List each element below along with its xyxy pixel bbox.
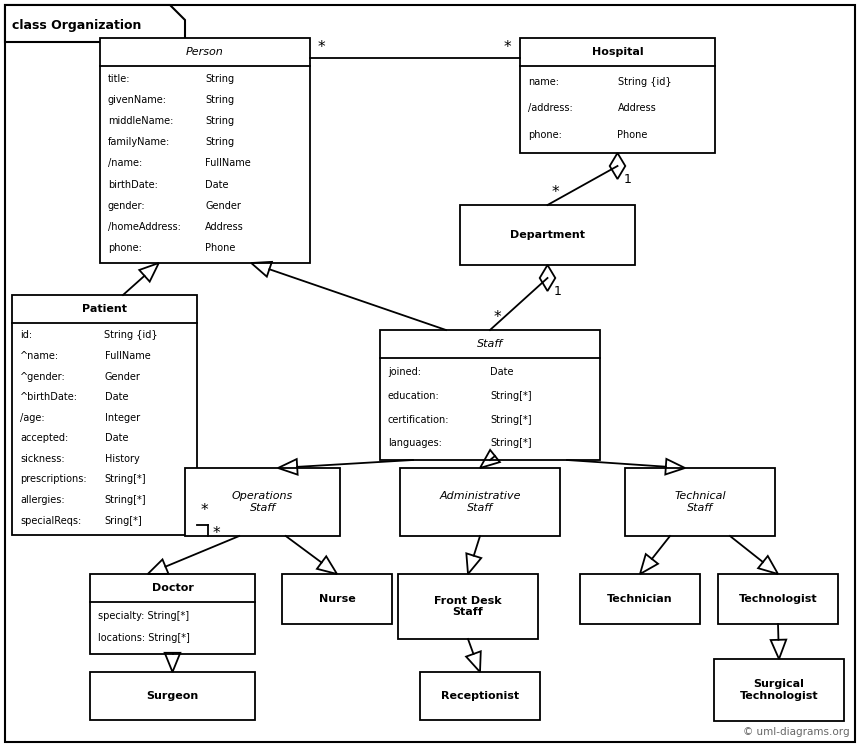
Text: specialty: String[*]: specialty: String[*]	[98, 610, 189, 621]
Text: Front Desk
Staff: Front Desk Staff	[434, 595, 502, 617]
Text: /homeAddress:: /homeAddress:	[108, 222, 181, 232]
Text: Date: Date	[105, 433, 128, 443]
Bar	[460, 205, 635, 265]
Text: accepted:: accepted:	[20, 433, 68, 443]
Text: Patient: Patient	[82, 304, 127, 314]
Text: familyName:: familyName:	[108, 137, 170, 147]
Text: *: *	[212, 526, 220, 541]
Text: /address:: /address:	[528, 103, 573, 114]
Bar	[714, 659, 844, 721]
Polygon shape	[610, 153, 625, 179]
Text: Doctor: Doctor	[151, 583, 194, 593]
Text: Operations
Staff: Operations Staff	[232, 492, 293, 512]
Text: /age:: /age:	[20, 412, 45, 423]
Text: Administrative
Staff: Administrative Staff	[439, 492, 521, 512]
Text: Person: Person	[186, 47, 224, 57]
Text: String[*]: String[*]	[490, 415, 531, 425]
Text: String[*]: String[*]	[105, 495, 146, 505]
Text: FullName: FullName	[205, 158, 251, 168]
Text: *: *	[504, 40, 512, 55]
Text: Staff: Staff	[477, 339, 503, 349]
Bar	[400, 468, 560, 536]
Text: phone:: phone:	[108, 244, 142, 253]
Polygon shape	[540, 265, 556, 291]
Text: ^gender:: ^gender:	[20, 371, 65, 382]
Bar	[580, 574, 700, 624]
Bar	[718, 574, 838, 624]
Text: id:: id:	[20, 330, 32, 341]
Text: History: History	[105, 454, 139, 464]
Text: Date: Date	[490, 368, 513, 377]
Text: middleName:: middleName:	[108, 116, 174, 126]
Text: *: *	[201, 503, 209, 518]
Bar	[100, 38, 310, 263]
Text: Date: Date	[205, 179, 229, 190]
Text: languages:: languages:	[388, 438, 442, 448]
Text: String: String	[205, 116, 234, 126]
Text: String: String	[205, 74, 234, 84]
Bar	[520, 38, 715, 153]
Bar	[282, 574, 392, 624]
Text: String[*]: String[*]	[490, 438, 531, 448]
Text: ^birthDate:: ^birthDate:	[20, 392, 78, 402]
Text: Technician: Technician	[607, 594, 673, 604]
Text: *: *	[318, 40, 326, 55]
Bar	[625, 468, 775, 536]
Text: Phone: Phone	[205, 244, 236, 253]
Text: Gender: Gender	[205, 201, 241, 211]
Text: *: *	[551, 185, 559, 200]
Text: Date: Date	[105, 392, 128, 402]
Bar	[398, 574, 538, 639]
Bar	[90, 672, 255, 720]
Text: joined:: joined:	[388, 368, 421, 377]
Text: Hospital: Hospital	[592, 47, 643, 57]
Text: FullName: FullName	[105, 351, 150, 361]
Text: Receptionist: Receptionist	[441, 691, 519, 701]
Text: title:: title:	[108, 74, 131, 84]
Text: givenName:: givenName:	[108, 95, 167, 105]
Text: Technical
Staff: Technical Staff	[674, 492, 726, 512]
Text: String: String	[205, 137, 234, 147]
Bar	[380, 330, 600, 460]
Text: Phone: Phone	[617, 129, 648, 140]
Text: locations: String[*]: locations: String[*]	[98, 633, 190, 643]
Text: Nurse: Nurse	[318, 594, 355, 604]
Text: String[*]: String[*]	[490, 391, 531, 401]
Text: © uml-diagrams.org: © uml-diagrams.org	[743, 727, 850, 737]
Text: sickness:: sickness:	[20, 454, 64, 464]
Text: String {id}: String {id}	[617, 77, 671, 87]
Text: String[*]: String[*]	[105, 474, 146, 484]
Text: certification:: certification:	[388, 415, 450, 425]
Text: allergies:: allergies:	[20, 495, 64, 505]
Text: 1: 1	[554, 285, 562, 298]
Text: Address: Address	[205, 222, 243, 232]
Text: Surgeon: Surgeon	[146, 691, 199, 701]
Text: birthDate:: birthDate:	[108, 179, 158, 190]
Text: prescriptions:: prescriptions:	[20, 474, 87, 484]
Text: *: *	[494, 310, 501, 325]
Text: Sring[*]: Sring[*]	[105, 515, 142, 526]
Text: Surgical
Technologist: Surgical Technologist	[740, 679, 819, 701]
Text: Gender: Gender	[105, 371, 140, 382]
Text: Address: Address	[617, 103, 656, 114]
Text: Integer: Integer	[105, 412, 139, 423]
Text: name:: name:	[528, 77, 559, 87]
Text: String {id}: String {id}	[105, 330, 158, 341]
Text: /name:: /name:	[108, 158, 142, 168]
Text: specialReqs:: specialReqs:	[20, 515, 81, 526]
Polygon shape	[5, 5, 185, 42]
Bar	[185, 468, 340, 536]
Text: gender:: gender:	[108, 201, 145, 211]
Text: class Organization: class Organization	[12, 19, 141, 33]
Bar	[90, 574, 255, 654]
Text: phone:: phone:	[528, 129, 562, 140]
Text: education:: education:	[388, 391, 439, 401]
Text: Department: Department	[510, 230, 585, 240]
Text: String: String	[205, 95, 234, 105]
Text: 1: 1	[624, 173, 631, 186]
Text: Technologist: Technologist	[739, 594, 817, 604]
Bar	[12, 295, 197, 535]
Text: ^name:: ^name:	[20, 351, 59, 361]
Bar	[420, 672, 540, 720]
